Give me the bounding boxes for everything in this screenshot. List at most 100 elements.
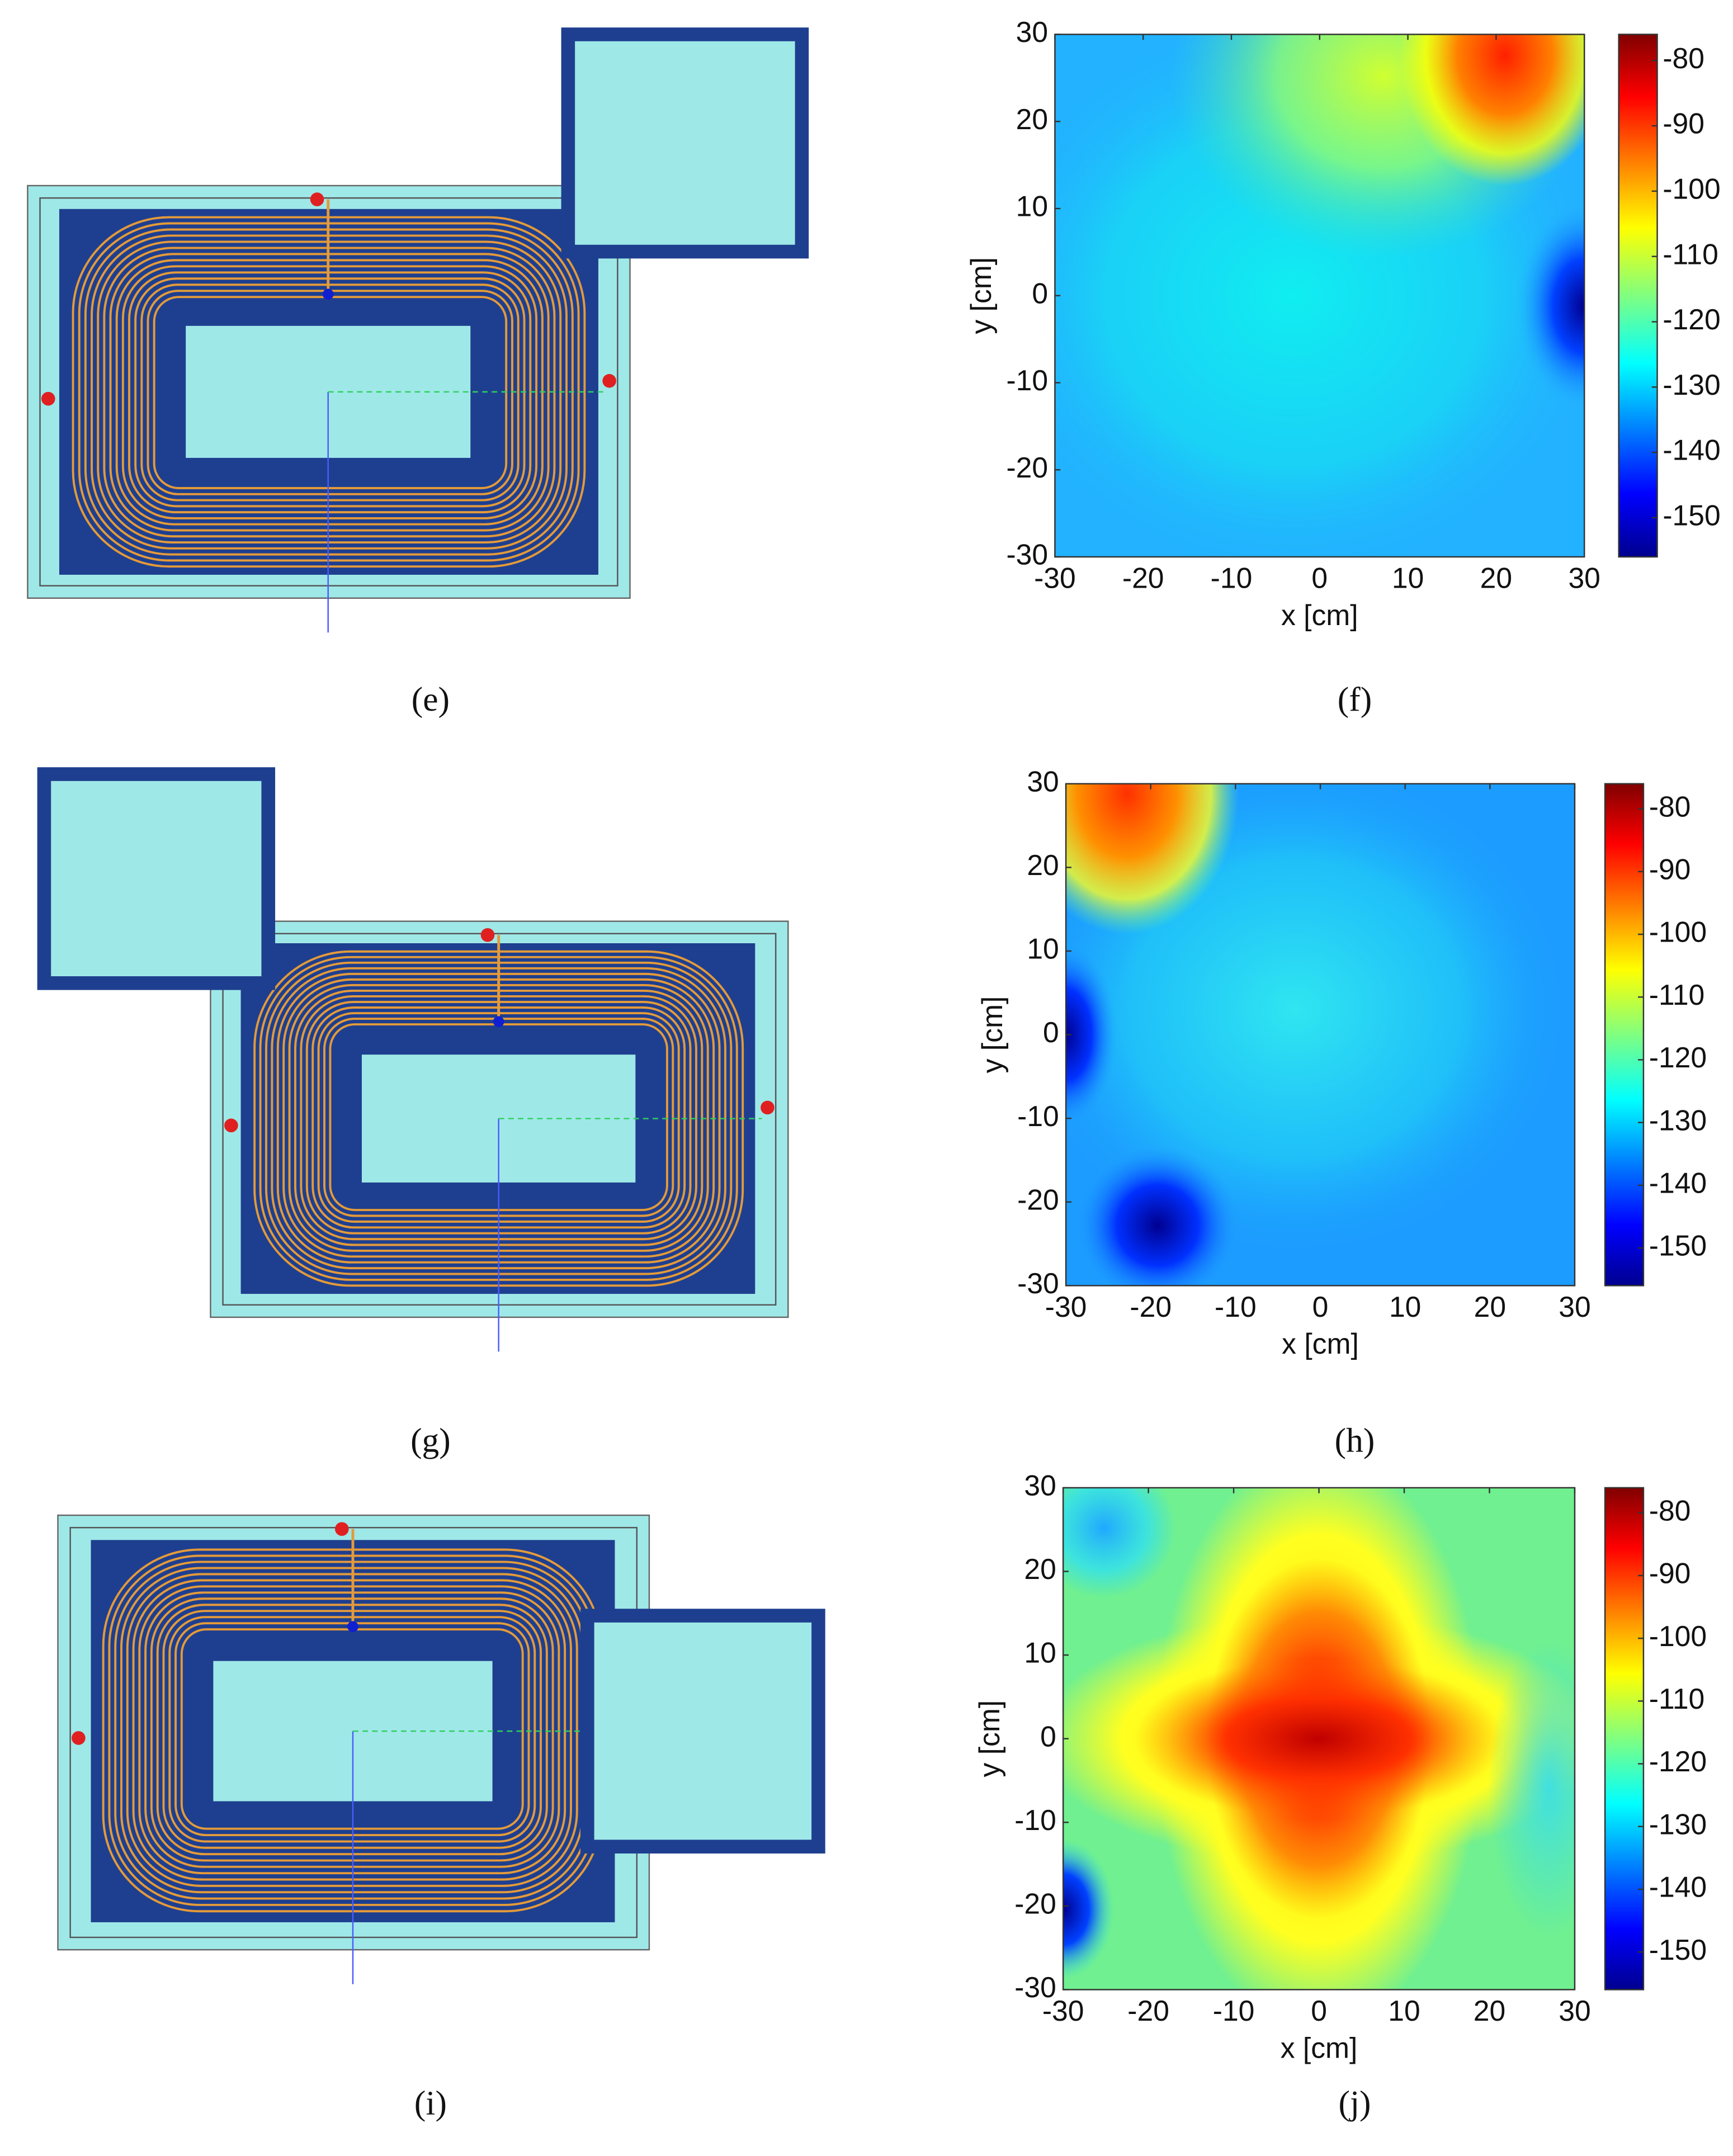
colorbar: [1618, 34, 1658, 558]
x-tick-label: 30: [1559, 1994, 1590, 2027]
heatmap-field: [1063, 1487, 1176, 1599]
heatmap-field: [1066, 783, 1239, 934]
heatmap: [1063, 1487, 1575, 1990]
colorbar-tick-label: -120: [1663, 303, 1720, 335]
y-tick-label: 30: [1024, 1469, 1056, 1501]
y-tick-label: 0: [1043, 1016, 1059, 1048]
x-axis-label: x [cm]: [1282, 1327, 1359, 1360]
port-left: [72, 1731, 86, 1745]
x-tick-label: 20: [1480, 561, 1512, 594]
colorbar-tick-label: -90: [1649, 853, 1691, 885]
coil-turn: [140, 283, 520, 502]
x-tick-label: -30: [1034, 561, 1076, 594]
port-inner: [493, 1016, 504, 1028]
port-right: [602, 373, 616, 388]
y-tick-label: -30: [1014, 1971, 1056, 2003]
receiver-core: [575, 41, 795, 245]
x-tick-label: -30: [1045, 1290, 1087, 1323]
heatmap-field: [1066, 944, 1117, 1126]
caption: (g): [410, 1421, 451, 1459]
x-tick-label: 0: [1312, 1290, 1329, 1323]
x-axis-label: x [cm]: [1281, 599, 1358, 631]
x-tick-label: -20: [1122, 561, 1164, 594]
coil-diagram: [27, 27, 809, 633]
heatmap-field: [1488, 1638, 1575, 1940]
y-tick-label: 0: [1032, 277, 1048, 309]
port-top: [335, 1522, 349, 1536]
heatmap: [1055, 34, 1585, 557]
colorbar-tick-label: -130: [1663, 368, 1720, 401]
x-tick-label: -30: [1042, 1994, 1084, 2027]
port-left: [41, 391, 55, 406]
x-tick-label: 0: [1311, 1994, 1327, 2027]
colorbar-tick-label: -100: [1663, 172, 1720, 205]
colorbar-tick-label: -80: [1649, 790, 1691, 822]
colorbar-tick-label: -100: [1649, 916, 1707, 948]
heatmap-field: [1063, 1839, 1115, 1980]
x-tick-label: 20: [1474, 1290, 1506, 1323]
colorbar-tick-label: -150: [1649, 1933, 1707, 1966]
x-tick-label: -20: [1130, 1290, 1172, 1323]
colorbar-tick-label: -110: [1649, 978, 1705, 1011]
x-tick-label: -10: [1211, 561, 1253, 594]
colorbar-tick-label: -130: [1649, 1808, 1707, 1840]
y-tick-label: 20: [1016, 103, 1048, 135]
x-tick-label: 0: [1311, 561, 1328, 594]
port-right: [761, 1100, 775, 1115]
coil-turn: [121, 265, 538, 519]
colorbar-tick-label: -150: [1663, 499, 1720, 532]
colorbar-tick-label: -110: [1649, 1682, 1705, 1715]
y-tick-label: -30: [1006, 538, 1048, 571]
port-top: [480, 928, 495, 942]
receiver-core: [51, 781, 262, 977]
colorbar: [1604, 783, 1645, 1287]
y-tick-label: 20: [1024, 1553, 1056, 1585]
heatmap-field: [1399, 34, 1585, 186]
y-axis-label: y [cm]: [976, 996, 1008, 1074]
heatmap: [1066, 783, 1575, 1286]
colorbar: [1604, 1487, 1645, 1990]
x-tick-label: -10: [1215, 1290, 1257, 1323]
heatmap-field: [1076, 1145, 1239, 1286]
y-tick-label: 30: [1016, 16, 1048, 48]
caption: (i): [414, 2084, 447, 2122]
colorbar-tick-label: -110: [1663, 238, 1718, 270]
colorbar-tick-label: -100: [1649, 1620, 1707, 1652]
y-tick-label: -20: [1017, 1183, 1059, 1216]
y-tick-label: 10: [1024, 1637, 1056, 1669]
coil-diagram: [57, 1514, 825, 1984]
port-inner: [347, 1621, 358, 1633]
colorbar-tick-label: -140: [1663, 434, 1720, 466]
y-tick-label: -20: [1014, 1887, 1056, 1919]
x-tick-label: -10: [1213, 1994, 1255, 2027]
colorbar-tick-label: -90: [1649, 1557, 1691, 1590]
colorbar-tick-label: -140: [1649, 1871, 1707, 1903]
y-tick-label: 10: [1027, 933, 1059, 965]
caption: (f): [1338, 680, 1372, 718]
x-axis-label: x [cm]: [1281, 2031, 1358, 2064]
colorbar-tick-label: -150: [1649, 1230, 1707, 1262]
colorbar-tick-label: -90: [1663, 107, 1704, 140]
colorbar-tick-label: -130: [1649, 1104, 1707, 1136]
y-tick-label: 30: [1027, 765, 1059, 797]
colorbar-tick-label: -140: [1649, 1166, 1707, 1199]
colorbar-tick-label: -80: [1663, 42, 1704, 74]
heatmap-field: [1135, 1658, 1503, 1819]
heatmap-field: [1515, 201, 1585, 411]
colorbar-tick-label: -120: [1649, 1745, 1707, 1777]
y-tick-label: 0: [1040, 1720, 1056, 1752]
caption: (j): [1338, 2084, 1371, 2122]
y-tick-label: -10: [1017, 1100, 1059, 1132]
caption: (e): [412, 680, 450, 718]
y-tick-label: 10: [1016, 190, 1048, 223]
receiver-core: [594, 1622, 812, 1840]
x-tick-label: 30: [1568, 561, 1600, 594]
colorbar-tick-label: -80: [1649, 1494, 1691, 1526]
y-tick-label: -20: [1006, 451, 1048, 484]
y-tick-label: -10: [1014, 1804, 1056, 1836]
x-tick-label: 10: [1388, 1994, 1420, 2027]
port-left: [224, 1118, 238, 1133]
colorbar-tick-label: -120: [1649, 1041, 1707, 1074]
x-tick-label: -20: [1127, 1994, 1169, 2027]
x-tick-label: 10: [1392, 561, 1424, 594]
